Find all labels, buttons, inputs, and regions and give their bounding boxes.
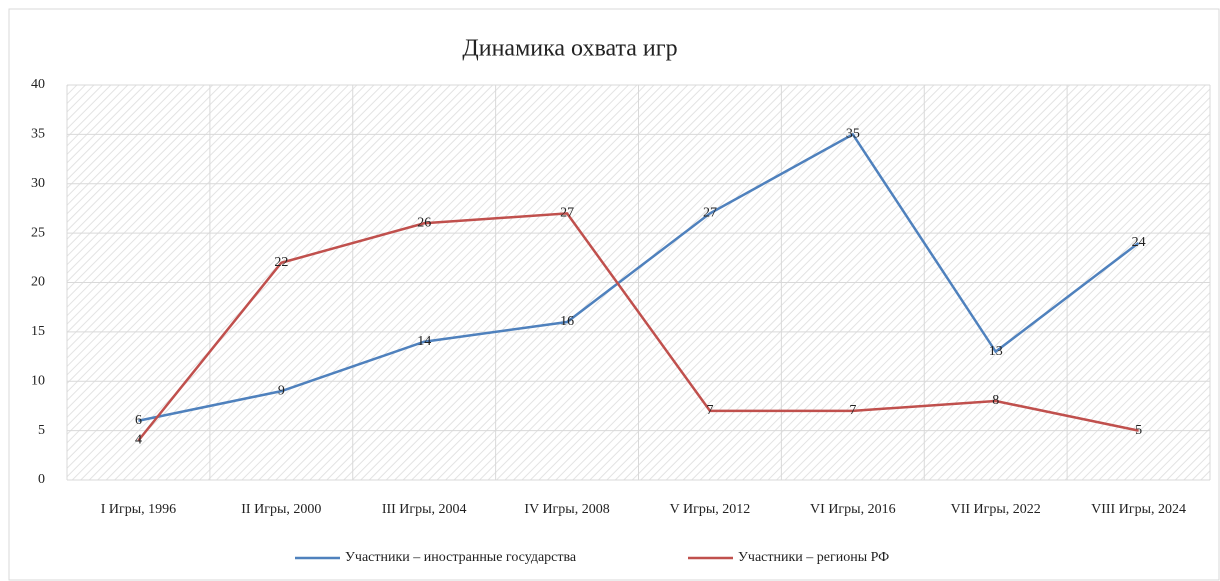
data-label: 6 xyxy=(135,413,142,428)
series-line xyxy=(137,212,1139,442)
x-tick-label: VI Игры, 2016 xyxy=(810,502,896,517)
data-label: 22 xyxy=(274,255,288,270)
y-tick-label: 20 xyxy=(31,275,45,290)
x-tick-label: VIII Игры, 2024 xyxy=(1091,502,1186,517)
x-tick-label: VII Игры, 2022 xyxy=(951,502,1041,517)
data-label: 27 xyxy=(560,206,574,221)
legend-label: Участники – иностранные государства xyxy=(345,550,577,565)
series-line xyxy=(138,132,1140,422)
data-label: 9 xyxy=(278,383,285,398)
data-label: 35 xyxy=(846,127,860,142)
data-label: 7 xyxy=(849,403,856,418)
data-label: 7 xyxy=(706,403,713,418)
y-tick-label: 25 xyxy=(31,225,45,240)
x-tick-label: V Игры, 2012 xyxy=(670,502,751,517)
data-label: 13 xyxy=(989,344,1003,359)
data-label: 26 xyxy=(417,215,431,230)
y-tick-label: 40 xyxy=(31,77,45,92)
x-tick-label: II Игры, 2000 xyxy=(241,502,321,517)
chart-title: Динамика охвата игр xyxy=(462,36,677,62)
data-label: 27 xyxy=(703,206,717,221)
y-tick-label: 0 xyxy=(38,472,45,487)
y-tick-label: 35 xyxy=(31,127,45,142)
y-tick-label: 10 xyxy=(31,373,45,388)
data-label: 8 xyxy=(992,393,999,408)
legend-label: Участники – регионы РФ xyxy=(738,550,889,565)
data-label: 24 xyxy=(1132,235,1146,250)
data-label: 14 xyxy=(417,334,431,349)
y-tick-label: 15 xyxy=(31,324,45,339)
x-tick-label: I Игры, 1996 xyxy=(101,502,176,517)
data-label: 16 xyxy=(560,314,574,329)
x-tick-label: IV Игры, 2008 xyxy=(524,502,609,517)
data-label: 5 xyxy=(1135,423,1142,438)
x-tick-label: III Игры, 2004 xyxy=(382,502,467,517)
y-tick-label: 5 xyxy=(38,423,45,438)
data-label: 4 xyxy=(135,433,142,448)
y-tick-label: 30 xyxy=(31,176,45,191)
